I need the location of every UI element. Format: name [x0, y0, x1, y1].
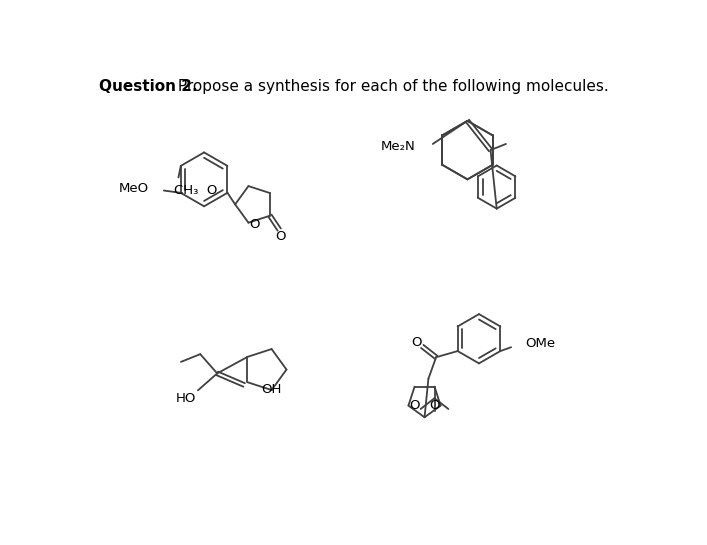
Text: Me₂N: Me₂N [381, 140, 416, 153]
Text: O: O [411, 336, 422, 349]
Text: CH₃  O: CH₃ O [174, 184, 217, 197]
Text: O: O [429, 399, 440, 412]
Text: O: O [276, 230, 286, 243]
Text: OMe: OMe [525, 337, 555, 350]
Text: Propose a synthesis for each of the following molecules.: Propose a synthesis for each of the foll… [173, 79, 608, 94]
Text: HO: HO [175, 391, 196, 404]
Text: O: O [409, 399, 420, 412]
Text: Question 2.: Question 2. [100, 79, 198, 94]
Text: MeO: MeO [118, 183, 148, 196]
Text: O: O [250, 218, 260, 231]
Text: OH: OH [261, 383, 281, 396]
